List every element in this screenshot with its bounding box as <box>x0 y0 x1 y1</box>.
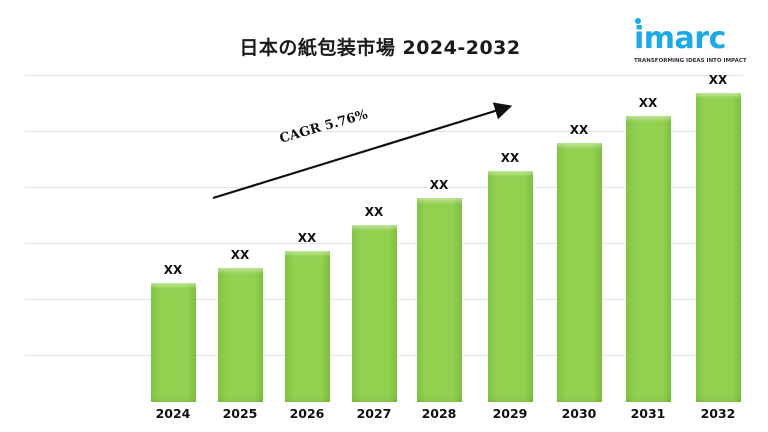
chart-title: 日本の紙包装市場 2024-2032 <box>239 37 521 59</box>
x-axis-tick-label: 2031 <box>630 406 666 421</box>
x-axis-tick-label: 2024 <box>155 406 191 421</box>
data-label: XX <box>297 231 317 245</box>
data-label: XX <box>500 151 520 165</box>
x-axis-tick-label: 2026 <box>289 406 325 421</box>
data-label: XX <box>163 263 183 277</box>
data-label: XX <box>429 178 449 192</box>
logo-word: imarc <box>634 21 726 56</box>
logo-tagline: TRANSFORMING IDEAS INTO IMPACT <box>634 58 747 64</box>
data-label: XX <box>230 248 250 262</box>
bar-2027 <box>352 225 397 402</box>
gridline <box>25 131 743 132</box>
bar-2031 <box>626 116 671 402</box>
x-axis-tick-label: 2027 <box>356 406 392 421</box>
x-axis-tick-label: 2032 <box>700 406 736 421</box>
bar-2024 <box>151 283 196 402</box>
gridline <box>25 75 743 76</box>
bar-2032 <box>696 93 741 402</box>
logo-dot-icon <box>635 18 641 24</box>
data-label: XX <box>569 123 589 137</box>
bar-2028 <box>417 198 462 402</box>
data-label: XX <box>708 73 728 87</box>
bar-2026 <box>285 251 330 402</box>
imarc-logo: imarc TRANSFORMING IDEAS INTO IMPACT <box>630 18 760 68</box>
data-label: XX <box>364 205 384 219</box>
x-axis-tick-label: 2025 <box>222 406 258 421</box>
x-axis-tick-label: 2030 <box>561 406 597 421</box>
bar-2029 <box>488 171 533 402</box>
x-axis-tick-label: 2029 <box>492 406 528 421</box>
bar-2030 <box>557 143 602 402</box>
data-label: XX <box>638 96 658 110</box>
bar-2025 <box>218 268 263 402</box>
gridline <box>25 187 743 188</box>
x-axis-tick-label: 2028 <box>421 406 457 421</box>
